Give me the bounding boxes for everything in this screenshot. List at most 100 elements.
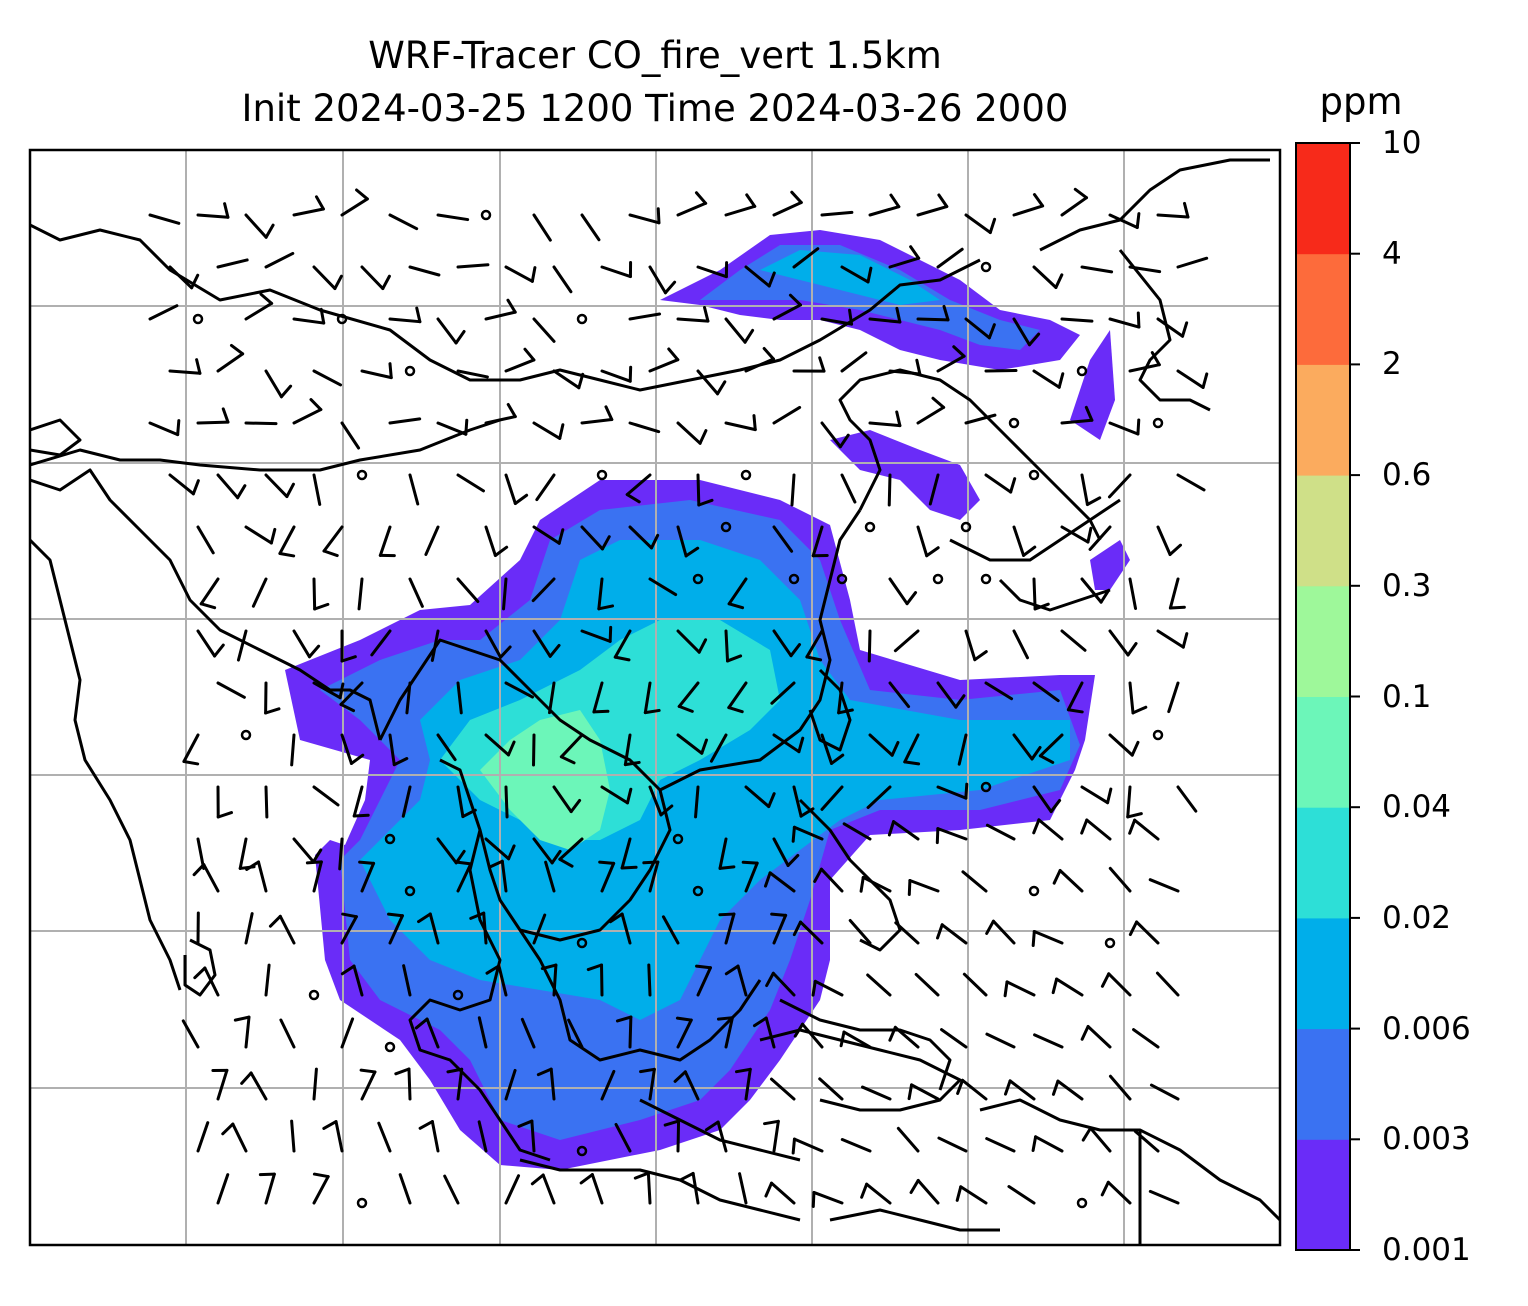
- wind-barb-shaft: [1176, 369, 1205, 389]
- wind-barb-shaft: [1060, 629, 1087, 652]
- wind-barb-flag: [889, 193, 901, 209]
- wind-barb-flag: [895, 410, 902, 428]
- wind-barb-shaft: [648, 785, 663, 817]
- wind-barb-flag: [307, 644, 321, 659]
- wind-barb-flag: [907, 1083, 914, 1101]
- wind-barb-shaft: [549, 1067, 556, 1101]
- wind-barb-shaft: [696, 265, 728, 279]
- calm-wind-circle: [1104, 937, 1116, 949]
- wind-barb-flag: [358, 860, 376, 865]
- wind-barb-shaft: [244, 912, 254, 945]
- wind-barb-shaft: [456, 473, 485, 493]
- wind-barb-shaft: [182, 733, 200, 763]
- coastline: [798, 798, 902, 952]
- wind-barb-flag: [703, 305, 710, 323]
- wind-barb-flag: [767, 792, 776, 809]
- wind-barb-shaft: [940, 1028, 968, 1049]
- wind-barb-shaft: [1060, 317, 1094, 323]
- wind-barb-shaft: [985, 1137, 1016, 1153]
- calm-wind-circle: [1076, 1197, 1088, 1209]
- calm-wind-circle: [980, 781, 992, 793]
- colorbar-tick-label: 0.1: [1382, 678, 1432, 715]
- wind-barbs: [148, 187, 1209, 1209]
- wind-barb-flag: [859, 875, 865, 893]
- wind-barb-shaft: [991, 919, 1016, 945]
- wind-barb-flag: [789, 643, 802, 658]
- wind-barb-shaft: [676, 201, 708, 217]
- wind-barb-shaft: [216, 1068, 229, 1101]
- wind-barb-shaft: [377, 1121, 392, 1153]
- wind-barb-shaft: [401, 785, 412, 818]
- plume-contour: [1090, 540, 1130, 590]
- wind-barb-flag: [623, 760, 641, 767]
- wind-barb-flag: [229, 343, 245, 356]
- wind-barb-flag: [675, 1016, 693, 1022]
- coastline: [659, 509, 862, 792]
- wind-barb-shaft: [388, 417, 422, 425]
- wind-barb-flag: [485, 964, 501, 975]
- calm-wind-circle: [788, 573, 800, 585]
- wind-barb-flag: [931, 396, 946, 409]
- wind-barb-shaft: [792, 247, 820, 269]
- wind-barb-shaft: [1132, 1028, 1160, 1049]
- wind-barb-flag: [1099, 588, 1111, 604]
- wind-barb-shaft: [648, 1067, 656, 1101]
- wind-barb-flag: [608, 912, 624, 924]
- calm-wind-circle: [480, 209, 492, 221]
- wind-barb-shaft: [1086, 1025, 1112, 1049]
- wind-barb-shaft: [820, 210, 854, 217]
- wind-barb-flag: [269, 527, 277, 545]
- wind-barb-shaft: [1148, 1189, 1180, 1205]
- wind-barb-shaft: [292, 317, 326, 325]
- wind-barb-shaft: [532, 213, 552, 242]
- wind-barb-shaft: [181, 1019, 200, 1049]
- wind-barb-flag: [387, 912, 404, 918]
- wind-barb-flag: [786, 853, 800, 867]
- wind-barb-shaft: [840, 1138, 872, 1153]
- wind-barb-shaft: [676, 629, 701, 654]
- wind-barb-shaft: [1107, 473, 1132, 499]
- wind-barb-flag: [695, 964, 712, 970]
- wind-barb-shaft: [764, 1016, 776, 1049]
- wind-barb-shaft: [405, 681, 412, 715]
- wind-barb-shaft: [801, 1022, 824, 1049]
- wind-barb-shaft: [724, 912, 736, 945]
- wind-barb-flag: [727, 602, 745, 610]
- wind-barb-flag: [464, 418, 469, 436]
- wind-barb-shaft: [552, 785, 573, 814]
- wind-barb-flag: [677, 704, 694, 713]
- wind-barb-shaft: [216, 258, 249, 269]
- wind-barb-flag: [752, 414, 757, 432]
- wind-barb-shaft: [456, 681, 463, 715]
- wind-barb-shaft: [249, 1071, 268, 1101]
- wind-barb-flag: [625, 493, 641, 504]
- wind-barb-shaft: [860, 1085, 892, 1101]
- wind-barb-shaft: [256, 860, 268, 893]
- calm-wind-circle: [308, 989, 320, 1001]
- wind-barb-shaft: [724, 629, 730, 663]
- wind-barb-shaft: [1012, 733, 1034, 761]
- wind-barb-shaft: [196, 420, 230, 425]
- wind-barb-shaft: [532, 317, 556, 343]
- wind-barb-shaft: [892, 820, 920, 841]
- wind-barb-flag: [615, 1015, 633, 1023]
- wind-barb-shaft: [676, 733, 704, 755]
- wind-barb-shaft: [1133, 1129, 1160, 1153]
- wind-barb-flag: [890, 740, 900, 757]
- wind-barb-shaft: [1060, 196, 1089, 217]
- wind-barb-shaft: [940, 923, 968, 945]
- wind-barb-shaft: [694, 785, 700, 819]
- wind-barb-flag: [1009, 477, 1017, 494]
- wind-barb-flag: [954, 694, 966, 709]
- wind-barb-shaft: [736, 964, 748, 997]
- wind-barb-flag: [1080, 1025, 1090, 1041]
- wind-barb-shaft: [628, 1015, 633, 1049]
- wind-barb-shaft: [1085, 818, 1112, 841]
- wind-barb-shaft: [1032, 577, 1037, 611]
- wind-barb-flag: [322, 549, 339, 558]
- wind-barb-flag: [418, 1120, 434, 1130]
- wind-barb-shaft: [888, 577, 909, 606]
- wind-barb-shaft: [625, 473, 652, 497]
- wind-barb-flag: [860, 1182, 869, 1199]
- wind-barb-shaft: [1056, 1079, 1084, 1101]
